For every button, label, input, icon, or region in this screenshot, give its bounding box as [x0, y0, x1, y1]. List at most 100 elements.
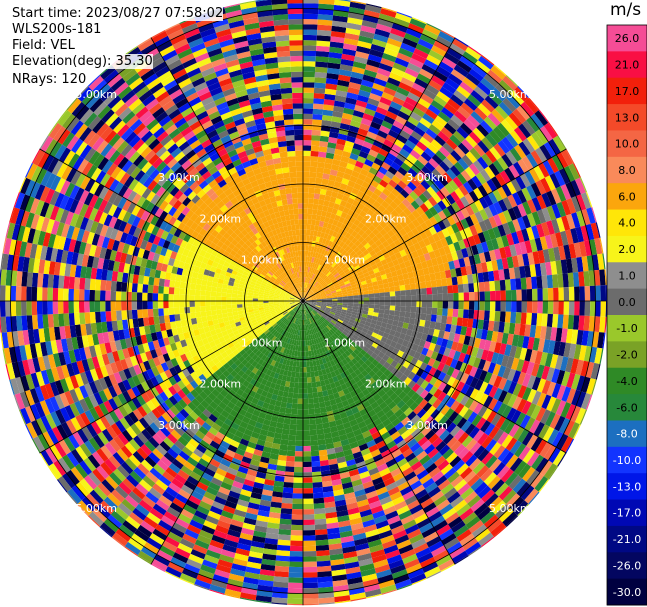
radar-gate	[411, 250, 419, 259]
radar-gate	[306, 261, 310, 267]
radar-gate	[465, 541, 482, 556]
radar-gate	[329, 41, 344, 49]
radar-gate	[407, 568, 425, 579]
radar-gate	[367, 286, 374, 291]
radar-gate	[375, 362, 384, 370]
radar-gate	[200, 399, 210, 409]
radar-gate	[364, 485, 376, 495]
radar-gate	[305, 288, 309, 294]
radar-gate	[445, 339, 454, 350]
radar-gate	[303, 351, 306, 357]
radar-gate	[520, 101, 535, 117]
radar-gate	[342, 388, 350, 396]
radar-gate	[234, 475, 246, 485]
radar-gate	[321, 368, 327, 376]
radar-gate	[305, 299, 312, 301]
radar-gate	[218, 336, 226, 343]
radar-gate	[426, 405, 437, 416]
radar-gate	[331, 269, 337, 275]
radar-gate	[447, 471, 460, 484]
radar-gate	[264, 308, 270, 312]
radar-gate	[165, 360, 174, 370]
radar-gate	[307, 307, 312, 312]
radar-gate	[347, 347, 354, 355]
radar-gate	[419, 231, 428, 240]
radar-gate	[431, 154, 443, 165]
radar-gate	[488, 163, 500, 177]
radar-gate	[387, 105, 400, 116]
radar-gate	[339, 325, 346, 331]
radar-gate	[304, 294, 309, 299]
radar-gate	[291, 305, 297, 309]
radar-gate	[315, 418, 323, 425]
radar-gate	[259, 332, 266, 339]
radar-gate	[382, 174, 392, 184]
radar-gate	[344, 32, 360, 41]
radar-gate	[368, 326, 375, 333]
radar-gate	[259, 371, 266, 379]
radar-gate	[303, 508, 315, 515]
radar-gate	[457, 142, 470, 155]
radar-gate	[422, 237, 431, 247]
radar-gate	[468, 292, 475, 301]
radar-gate	[76, 503, 89, 517]
radar-gate	[275, 308, 281, 312]
radar-gate	[525, 312, 533, 325]
radar-gate	[400, 403, 410, 413]
radar-gate	[447, 118, 460, 131]
radar-gate	[14, 393, 26, 410]
radar-gate	[593, 269, 601, 286]
radar-gate	[132, 435, 145, 448]
radar-gate	[262, 484, 274, 492]
radar-gate	[259, 311, 266, 315]
radar-gate	[336, 138, 346, 146]
radar-gate	[398, 391, 407, 400]
radar-gate	[374, 28, 391, 38]
radar-gate	[295, 345, 299, 352]
radar-gate	[327, 337, 333, 344]
radar-gate	[502, 209, 513, 223]
radar-gate	[159, 426, 171, 438]
radar-gate	[465, 516, 481, 530]
radar-gate	[321, 120, 332, 127]
radar-gate	[344, 232, 352, 239]
radar-gate	[349, 281, 356, 286]
radar-gate	[291, 371, 296, 378]
radar-gate	[308, 198, 314, 204]
radar-gate	[391, 449, 403, 459]
radar-gate	[285, 305, 291, 309]
radar-gate	[468, 131, 482, 145]
radar-gate	[364, 366, 373, 374]
radar-gate	[331, 478, 342, 486]
radar-gate	[510, 278, 517, 291]
radar-gate	[438, 345, 446, 355]
radar-gate	[308, 306, 313, 311]
radar-gate	[121, 498, 136, 512]
radar-gate	[261, 360, 268, 368]
radar-gate	[346, 22, 362, 31]
radar-gate	[304, 314, 306, 320]
radar-gate	[336, 356, 342, 363]
radar-gate	[553, 246, 561, 262]
radar-gate	[419, 33, 436, 46]
radar-gate	[305, 302, 310, 307]
radar-gate	[320, 183, 328, 190]
radar-gate	[307, 208, 313, 215]
radar-gate	[383, 313, 390, 320]
radar-gate	[441, 56, 457, 69]
radar-gate	[375, 232, 384, 240]
radar-gate	[308, 312, 312, 319]
radar-gate	[271, 377, 278, 384]
radar-gate	[467, 474, 481, 488]
radar-gate	[365, 405, 374, 413]
radar-gate	[88, 437, 101, 452]
radar-gate	[433, 549, 450, 562]
radar-gate	[323, 362, 329, 369]
radar-gate	[284, 364, 290, 371]
radar-gate	[452, 308, 459, 318]
radar-gate	[354, 318, 361, 323]
radar-gate	[186, 365, 195, 375]
radar-gate	[375, 216, 384, 225]
radar-gate	[524, 170, 536, 185]
